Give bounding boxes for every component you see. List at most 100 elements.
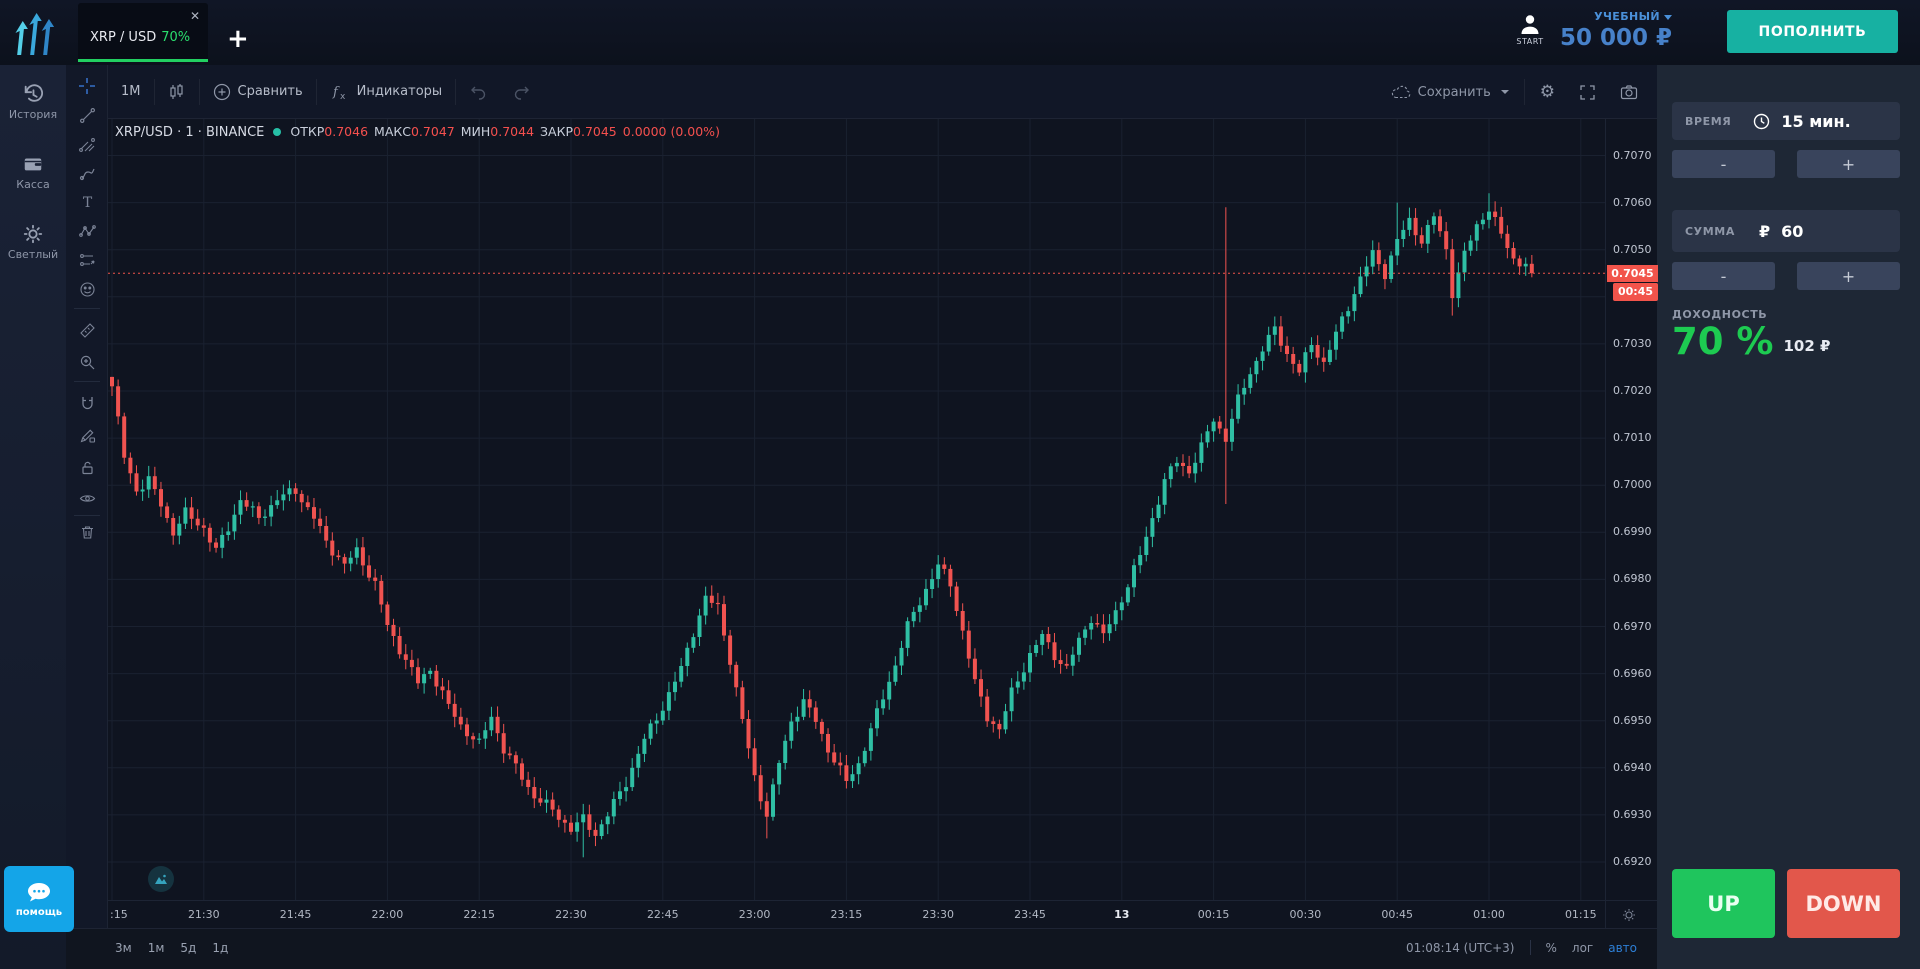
help-button[interactable]: помощь — [4, 866, 74, 932]
time-axis[interactable]: :15 21:30 21:45 22:00 22:15 22:30 22:45 23:00 23… — [108, 900, 1605, 928]
current-price-label: 0.7045 — [1607, 264, 1658, 282]
theme-icon — [23, 224, 43, 244]
range-5d[interactable]: 5д — [180, 941, 197, 955]
amount-selector[interactable]: СУММА ₽ 60 — [1672, 210, 1900, 252]
bottom-bar: 3м 1м 5д 1д 01:08:14 (UTC+3) % лог авто — [66, 928, 1657, 969]
time-tick: 23:30 — [922, 908, 955, 921]
account-balance: 50 000 ₽ — [1559, 25, 1672, 51]
tool-drawing-mode-lock[interactable] — [75, 423, 99, 447]
chart-type-button[interactable] — [155, 65, 199, 118]
axis-settings-button[interactable] — [1605, 900, 1657, 928]
tool-crosshair[interactable] — [75, 74, 99, 98]
time-minus-button[interactable]: - — [1672, 150, 1775, 178]
deposit-button[interactable]: ПОПОЛНИТЬ — [1727, 10, 1898, 53]
top-bar: XRP / USD 70% ✕ + START УЧЕБНЫЙ 50 000 ₽ … — [0, 0, 1920, 65]
tool-brush[interactable] — [75, 161, 99, 185]
sidebar-item-cashier[interactable]: Касса — [0, 153, 66, 191]
price-tick: 0.7070 — [1613, 148, 1652, 162]
toolbar-separator — [153, 78, 155, 105]
history-icon — [24, 84, 44, 102]
amount-minus-button[interactable]: - — [1672, 262, 1775, 290]
price-tick: 0.6950 — [1613, 713, 1652, 727]
account-type-dropdown[interactable]: УЧЕБНЫЙ — [1560, 10, 1672, 23]
chat-bubble-icon — [28, 882, 50, 901]
chart-legend: XRP/USD · 1 · BINANCE ОТКР0.7046 МАКС0.70… — [115, 124, 726, 140]
tool-xabcd-pattern[interactable] — [75, 219, 99, 243]
tool-zoom-in[interactable] — [75, 350, 99, 374]
ohlc-item: ОТКР0.7046 — [290, 124, 369, 139]
chart-watermark-button[interactable] — [148, 866, 174, 892]
bottom-right-controls: 01:08:14 (UTC+3) % лог авто — [1406, 940, 1637, 955]
indicators-button[interactable]: f x Индикаторы — [317, 65, 456, 118]
time-tick: 21:45 — [279, 908, 312, 921]
tool-lock[interactable] — [75, 455, 99, 479]
range-1d[interactable]: 1д — [212, 941, 229, 955]
close-icon[interactable]: ✕ — [189, 9, 200, 23]
time-value: 15 мин. — [1781, 111, 1851, 131]
toolbar-divider — [74, 515, 100, 516]
tool-trash[interactable] — [75, 520, 99, 544]
vertical-divider — [1529, 940, 1531, 955]
gear-icon: ⚙ — [1539, 82, 1555, 102]
app-logo-icon — [14, 9, 58, 57]
up-button[interactable]: UP — [1672, 869, 1775, 938]
time-tick: 00:30 — [1289, 908, 1322, 921]
mountain-icon — [155, 874, 167, 884]
log-scale-button[interactable]: лог — [1571, 940, 1594, 955]
compare-button[interactable]: Сравнить — [200, 65, 316, 118]
time-selector[interactable]: ВРЕМЯ 15 мин. — [1672, 102, 1900, 140]
toolbar-separator — [455, 78, 457, 105]
ohlc-item: ЗАКР0.7045 — [540, 124, 617, 139]
price-tick: 0.6980 — [1613, 572, 1652, 586]
range-1m[interactable]: 1м — [147, 941, 165, 955]
tool-fib-channel[interactable] — [75, 132, 99, 156]
price-tick: 0.7030 — [1613, 336, 1652, 350]
fullscreen-button[interactable] — [1570, 65, 1605, 119]
down-button[interactable]: DOWN — [1787, 869, 1900, 938]
svg-text:T: T — [82, 195, 92, 211]
price-tick: 0.7010 — [1613, 431, 1652, 445]
candlestick-chart[interactable] — [108, 119, 1605, 900]
legend-ohlc: ОТКР0.7046 МАКС0.7047 МИН0.7044 ЗАКР0.7045 0… — [290, 124, 726, 140]
tool-forecast[interactable] — [75, 248, 99, 272]
tool-trend-line[interactable] — [75, 103, 99, 127]
time-tick: 01:15 — [1564, 908, 1597, 921]
auto-scale-button[interactable]: авто — [1608, 940, 1637, 955]
amount-plus-button[interactable]: + — [1797, 262, 1900, 290]
range-switcher: 3м 1м 5д 1д — [115, 941, 228, 955]
chevron-down-icon — [1500, 90, 1509, 94]
undo-button[interactable] — [456, 65, 500, 118]
chart-settings-button[interactable]: ⚙ — [1531, 65, 1564, 119]
interval-button[interactable]: 1М — [121, 84, 141, 99]
tool-ruler[interactable] — [75, 318, 99, 342]
tool-text[interactable]: T — [75, 190, 99, 214]
add-tab-button[interactable]: + — [227, 24, 249, 54]
time-tick: 23:15 — [830, 908, 863, 921]
time-tick: 00:45 — [1381, 908, 1414, 921]
percent-scale-button[interactable]: % — [1545, 940, 1557, 955]
save-button[interactable]: Сохранить — [1382, 65, 1518, 119]
help-button-label: помощь — [15, 906, 63, 918]
sidebar-item-theme[interactable]: Светлый — [0, 223, 66, 261]
instrument-tab[interactable]: XRP / USD 70% ✕ — [78, 3, 208, 62]
fullscreen-icon — [1580, 84, 1595, 100]
snapshot-button[interactable] — [1611, 65, 1647, 119]
ohlc-item: МИН0.7044 — [460, 124, 535, 139]
time-plus-button[interactable]: + — [1797, 150, 1900, 178]
sidebar-item-history[interactable]: История — [0, 83, 66, 121]
redo-button[interactable] — [500, 65, 544, 118]
avatar-label: START — [1516, 37, 1544, 46]
avatar[interactable]: START — [1512, 12, 1548, 46]
time-tick: 13 — [1114, 908, 1130, 921]
price-axis[interactable]: 0.7045 00:45 0.70700.70600.70500.70400.7… — [1605, 119, 1658, 900]
price-tick: 0.6990 — [1613, 525, 1652, 539]
ohlc-item: МАКС0.7047 — [374, 124, 455, 139]
tool-magnet[interactable] — [75, 391, 99, 415]
cashier-icon — [24, 158, 42, 171]
time-tick: 22:15 — [463, 908, 496, 921]
range-3m[interactable]: 3м — [115, 941, 132, 955]
time-tick: 23:00 — [738, 908, 771, 921]
tool-emoji[interactable] — [75, 277, 99, 301]
tool-eye[interactable] — [75, 486, 99, 510]
clock-utc[interactable]: 01:08:14 (UTC+3) — [1405, 940, 1515, 955]
